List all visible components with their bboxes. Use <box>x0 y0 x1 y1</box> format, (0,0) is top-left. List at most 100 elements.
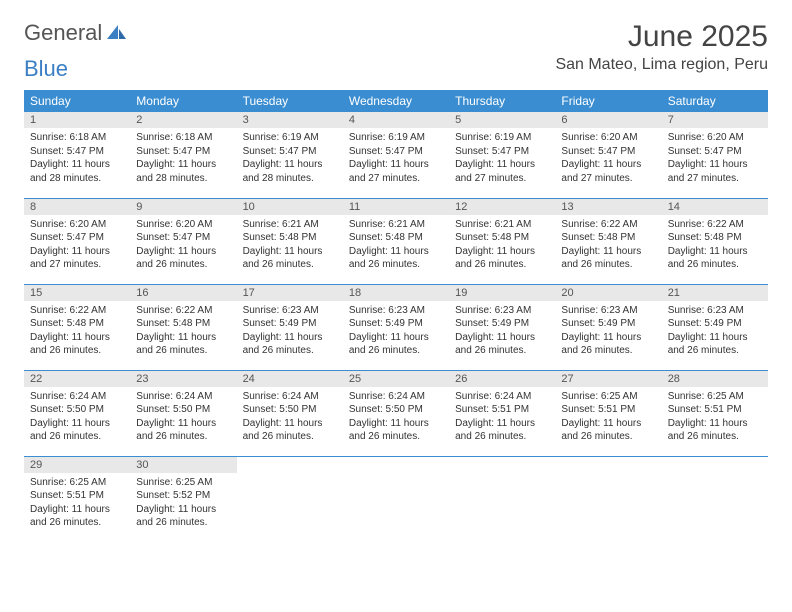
sunrise-line: Sunrise: 6:20 AM <box>30 218 124 232</box>
day-body: Sunrise: 6:25 AMSunset: 5:51 PMDaylight:… <box>555 387 661 448</box>
day-body: Sunrise: 6:24 AMSunset: 5:51 PMDaylight:… <box>449 387 555 448</box>
sunrise-line: Sunrise: 6:25 AM <box>561 390 655 404</box>
day-body: Sunrise: 6:22 AMSunset: 5:48 PMDaylight:… <box>555 215 661 276</box>
sunset-line: Sunset: 5:47 PM <box>136 145 230 159</box>
daylight-line: Daylight: 11 hours and 26 minutes. <box>243 245 337 272</box>
calendar-cell: 23Sunrise: 6:24 AMSunset: 5:50 PMDayligh… <box>130 370 236 456</box>
logo-sail-icon <box>106 24 128 42</box>
daylight-line: Daylight: 11 hours and 26 minutes. <box>455 417 549 444</box>
calendar-cell: 5Sunrise: 6:19 AMSunset: 5:47 PMDaylight… <box>449 112 555 198</box>
sunset-line: Sunset: 5:47 PM <box>349 145 443 159</box>
sunrise-line: Sunrise: 6:22 AM <box>561 218 655 232</box>
day-number: 8 <box>24 199 130 215</box>
calendar-cell: 16 Sunrise: 6:22 AMSunset: 5:48 PMDayligh… <box>130 284 236 370</box>
daylight-line: Daylight: 11 hours and 26 minutes. <box>561 245 655 272</box>
sunrise-line: Sunrise: 6:19 AM <box>243 131 337 145</box>
calendar-cell: 17Sunrise: 6:23 AMSunset: 5:49 PMDayligh… <box>237 284 343 370</box>
day-number: 1 <box>24 112 130 128</box>
day-number: 29 <box>24 457 130 473</box>
sunset-line: Sunset: 5:49 PM <box>349 317 443 331</box>
calendar-cell: 3Sunrise: 6:19 AMSunset: 5:47 PMDaylight… <box>237 112 343 198</box>
sunset-line: Sunset: 5:50 PM <box>30 403 124 417</box>
sunrise-line: Sunrise: 6:24 AM <box>136 390 230 404</box>
sunrise-line: Sunrise: 6:21 AM <box>455 218 549 232</box>
sunset-line: Sunset: 5:51 PM <box>668 403 762 417</box>
calendar-cell: 15Sunrise: 6:22 AMSunset: 5:48 PMDayligh… <box>24 284 130 370</box>
calendar-cell: 12Sunrise: 6:21 AMSunset: 5:48 PMDayligh… <box>449 198 555 284</box>
sunrise-line: Sunrise: 6:25 AM <box>136 476 230 490</box>
sunset-line: Sunset: 5:48 PM <box>455 231 549 245</box>
sunset-line: Sunset: 5:47 PM <box>136 231 230 245</box>
weekday-header: Friday <box>555 90 661 112</box>
weekday-header: Monday <box>130 90 236 112</box>
calendar-row: 8Sunrise: 6:20 AMSunset: 5:47 PMDaylight… <box>24 198 768 284</box>
daylight-line: Daylight: 11 hours and 26 minutes. <box>136 503 230 530</box>
day-number: 26 <box>449 371 555 387</box>
daylight-line: Daylight: 11 hours and 26 minutes. <box>561 417 655 444</box>
sunset-line: Sunset: 5:49 PM <box>243 317 337 331</box>
day-body: Sunrise: 6:25 AMSunset: 5:52 PMDaylight:… <box>130 473 236 534</box>
calendar-cell: 30Sunrise: 6:25 AMSunset: 5:52 PMDayligh… <box>130 456 236 542</box>
calendar-cell: 4Sunrise: 6:19 AMSunset: 5:47 PMDaylight… <box>343 112 449 198</box>
day-body: Sunrise: 6:23 AMSunset: 5:49 PMDaylight:… <box>555 301 661 362</box>
calendar-cell: 28Sunrise: 6:25 AMSunset: 5:51 PMDayligh… <box>662 370 768 456</box>
day-body: Sunrise: 6:23 AMSunset: 5:49 PMDaylight:… <box>449 301 555 362</box>
daylight-line: Daylight: 11 hours and 27 minutes. <box>668 158 762 185</box>
daylight-line: Daylight: 11 hours and 26 minutes. <box>136 331 230 358</box>
day-body: Sunrise: 6:19 AMSunset: 5:47 PMDaylight:… <box>449 128 555 189</box>
sunset-line: Sunset: 5:51 PM <box>455 403 549 417</box>
calendar-cell <box>449 456 555 542</box>
calendar-cell: 10Sunrise: 6:21 AMSunset: 5:48 PMDayligh… <box>237 198 343 284</box>
day-body: Sunrise: 6:22 AMSunset: 5:48 PMDaylight:… <box>662 215 768 276</box>
sunset-line: Sunset: 5:47 PM <box>30 145 124 159</box>
day-number: 21 <box>662 285 768 301</box>
daylight-line: Daylight: 11 hours and 26 minutes. <box>668 331 762 358</box>
weekday-header: Sunday <box>24 90 130 112</box>
sunrise-line: Sunrise: 6:20 AM <box>561 131 655 145</box>
sunset-line: Sunset: 5:49 PM <box>455 317 549 331</box>
daylight-line: Daylight: 11 hours and 26 minutes. <box>243 417 337 444</box>
logo-text-2: Blue <box>24 56 768 82</box>
calendar-cell <box>237 456 343 542</box>
day-number: 5 <box>449 112 555 128</box>
sunset-line: Sunset: 5:48 PM <box>561 231 655 245</box>
calendar-cell: 18Sunrise: 6:23 AMSunset: 5:49 PMDayligh… <box>343 284 449 370</box>
daylight-line: Daylight: 11 hours and 26 minutes. <box>349 245 443 272</box>
sunset-line: Sunset: 5:48 PM <box>349 231 443 245</box>
day-number: 28 <box>662 371 768 387</box>
day-body: Sunrise: 6:22 AMSunset: 5:48 PMDaylight:… <box>24 301 130 362</box>
calendar-row: 29Sunrise: 6:25 AMSunset: 5:51 PMDayligh… <box>24 456 768 542</box>
daylight-line: Daylight: 11 hours and 26 minutes. <box>455 331 549 358</box>
sunrise-line: Sunrise: 6:24 AM <box>30 390 124 404</box>
calendar-cell: 6Sunrise: 6:20 AMSunset: 5:47 PMDaylight… <box>555 112 661 198</box>
sunset-line: Sunset: 5:51 PM <box>561 403 655 417</box>
daylight-line: Daylight: 11 hours and 26 minutes. <box>668 245 762 272</box>
day-body: Sunrise: 6:21 AMSunset: 5:48 PMDaylight:… <box>343 215 449 276</box>
day-number: 16 <box>130 285 236 301</box>
day-body: Sunrise: 6:18 AMSunset: 5:47 PMDaylight:… <box>24 128 130 189</box>
daylight-line: Daylight: 11 hours and 26 minutes. <box>136 245 230 272</box>
sunrise-line: Sunrise: 6:22 AM <box>136 304 230 318</box>
daylight-line: Daylight: 11 hours and 26 minutes. <box>561 331 655 358</box>
day-number: 12 <box>449 199 555 215</box>
sunrise-line: Sunrise: 6:19 AM <box>455 131 549 145</box>
weekday-header: Saturday <box>662 90 768 112</box>
logo: General <box>24 20 128 46</box>
sunset-line: Sunset: 5:50 PM <box>349 403 443 417</box>
day-body: Sunrise: 6:24 AMSunset: 5:50 PMDaylight:… <box>343 387 449 448</box>
sunset-line: Sunset: 5:48 PM <box>136 317 230 331</box>
day-body: Sunrise: 6:21 AMSunset: 5:48 PMDaylight:… <box>449 215 555 276</box>
weekday-header: Thursday <box>449 90 555 112</box>
sunset-line: Sunset: 5:48 PM <box>30 317 124 331</box>
sunset-line: Sunset: 5:48 PM <box>243 231 337 245</box>
daylight-line: Daylight: 11 hours and 26 minutes. <box>30 503 124 530</box>
day-number: 11 <box>343 199 449 215</box>
sunset-line: Sunset: 5:47 PM <box>561 145 655 159</box>
sunrise-line: Sunrise: 6:23 AM <box>243 304 337 318</box>
calendar-cell: 27Sunrise: 6:25 AMSunset: 5:51 PMDayligh… <box>555 370 661 456</box>
day-body: Sunrise: 6:21 AMSunset: 5:48 PMDaylight:… <box>237 215 343 276</box>
daylight-line: Daylight: 11 hours and 26 minutes. <box>30 331 124 358</box>
day-number: 14 <box>662 199 768 215</box>
calendar-cell: 8Sunrise: 6:20 AMSunset: 5:47 PMDaylight… <box>24 198 130 284</box>
sunrise-line: Sunrise: 6:22 AM <box>30 304 124 318</box>
